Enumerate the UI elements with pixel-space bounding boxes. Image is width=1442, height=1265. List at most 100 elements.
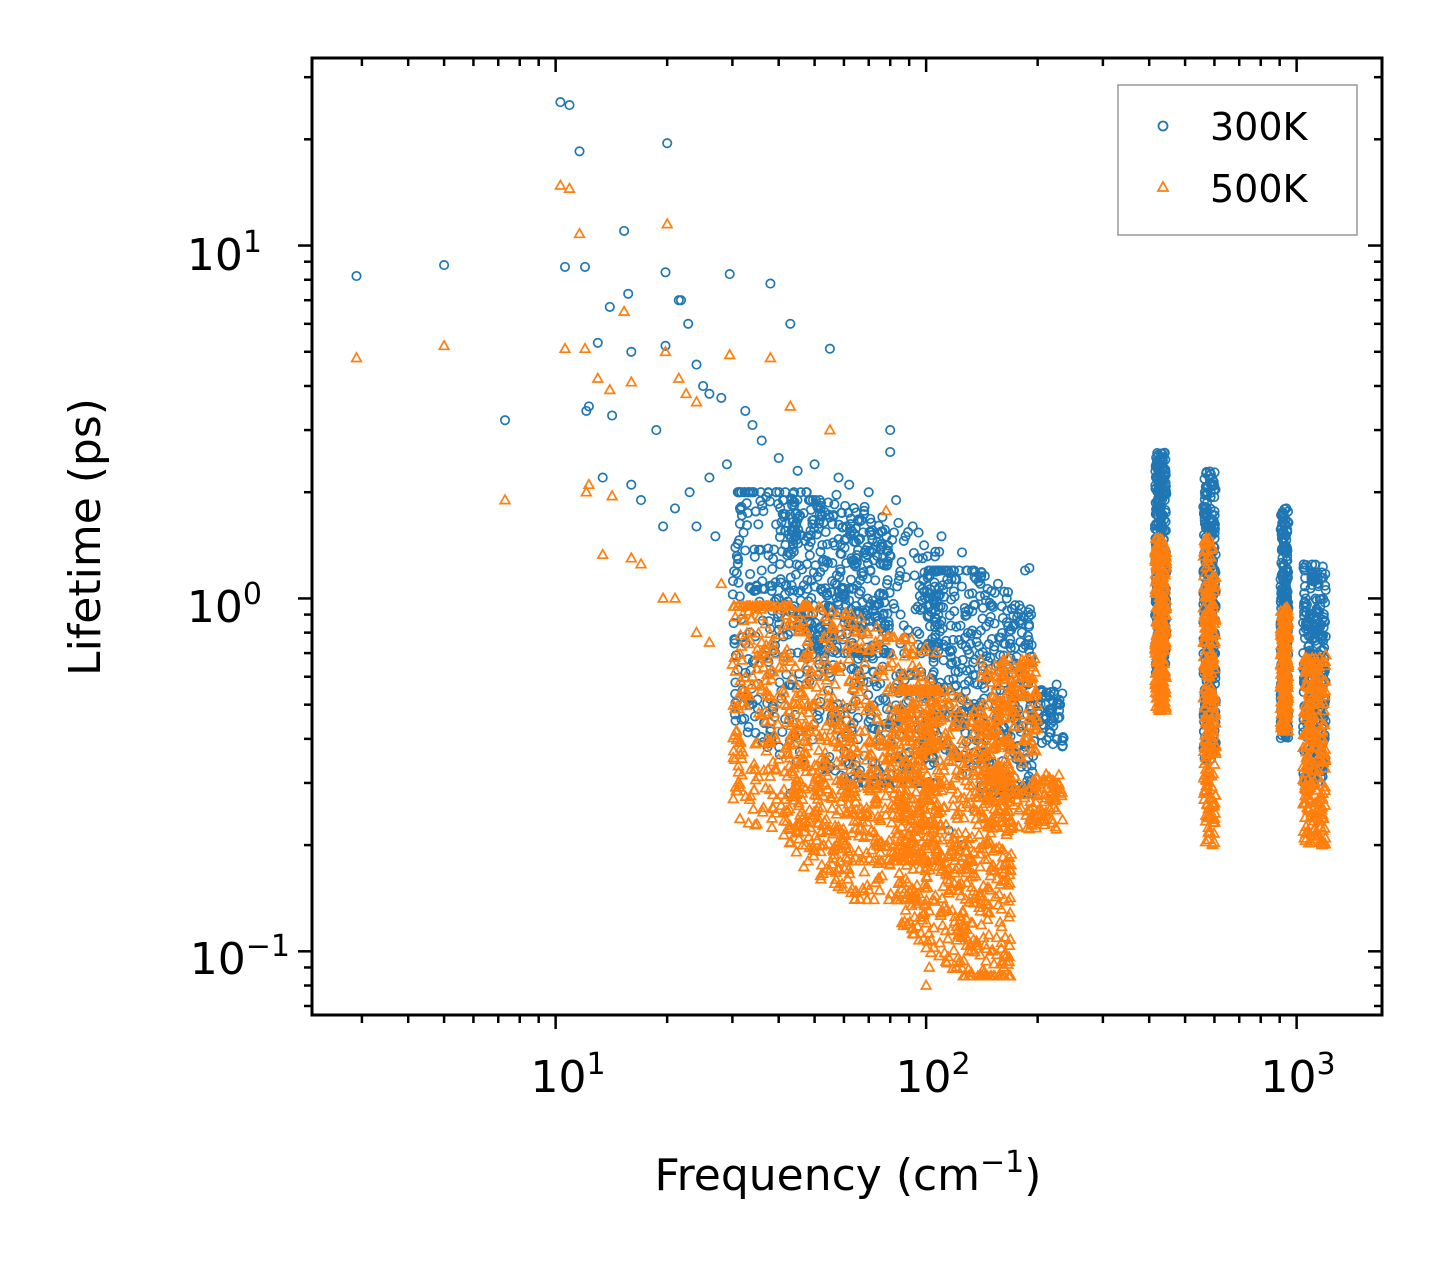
data-point-500K: [982, 906, 996, 918]
data-point-500K: [739, 687, 752, 699]
data-point-500K: [986, 858, 1000, 870]
data-point-500K: [926, 832, 940, 844]
data-point-500K: [890, 676, 903, 688]
data-point-500K: [916, 744, 929, 756]
data-point-500K: [777, 661, 790, 673]
data-point-500K: [937, 800, 950, 813]
data-point-300K: [839, 542, 850, 553]
data-point-500K: [890, 810, 904, 822]
data-point-500K: [785, 612, 798, 624]
data-point-500K: [896, 747, 910, 759]
data-point-300K: [817, 539, 828, 551]
data-point-300K: [863, 487, 874, 498]
data-point-500K: [824, 697, 837, 710]
data-point-500K: [912, 684, 926, 696]
data-point-500K: [967, 933, 980, 945]
data-point-300K: [765, 278, 776, 289]
data-point-500K: [847, 814, 861, 826]
data-point-500K: [994, 738, 1008, 750]
data-point-300K: [1207, 514, 1218, 525]
data-point-500K: [986, 688, 999, 701]
data-point-500K: [778, 697, 791, 709]
data-point-500K: [912, 933, 926, 945]
data-point-300K: [992, 578, 1004, 589]
data-point-300K: [867, 595, 878, 606]
data-point-500K: [797, 614, 810, 626]
data-point-300K: [785, 318, 796, 329]
data-point-500K: [1026, 774, 1040, 786]
data-point-500K: [1050, 803, 1063, 815]
data-point-500K: [926, 893, 939, 905]
data-point-500K: [902, 884, 916, 896]
data-point-500K: [986, 722, 1000, 734]
data-point-500K: [917, 644, 930, 656]
data-point-300K: [743, 487, 754, 498]
data-point-300K: [881, 578, 893, 590]
data-point-500K: [981, 912, 994, 925]
data-point-500K: [792, 799, 806, 811]
data-point-500K: [1152, 678, 1165, 690]
data-point-500K: [1002, 701, 1015, 713]
data-point-500K: [1016, 757, 1030, 769]
data-point-500K: [818, 765, 832, 777]
data-point-500K: [871, 856, 885, 868]
data-point-300K: [945, 620, 956, 631]
data-point-500K: [770, 792, 784, 804]
data-point-500K: [1159, 701, 1172, 713]
data-point-500K: [977, 711, 991, 723]
data-point-500K: [819, 778, 833, 790]
data-point-300K: [781, 579, 792, 590]
data-point-500K: [869, 875, 882, 887]
data-point-300K: [1157, 452, 1168, 463]
data-point-500K: [818, 651, 831, 663]
data-point-500K: [783, 751, 796, 763]
data-point-500K: [789, 785, 802, 797]
data-point-500K: [935, 859, 948, 871]
data-point-500K: [782, 747, 796, 759]
data-point-300K: [910, 604, 921, 615]
data-point-300K: [805, 525, 816, 536]
data-point-500K: [869, 669, 882, 682]
data-point-500K: [992, 694, 1006, 706]
data-point-300K: [919, 540, 930, 551]
data-point-500K: [951, 804, 965, 817]
data-point-500K: [1023, 782, 1036, 794]
data-point-500K: [948, 866, 962, 878]
data-point-300K: [961, 665, 972, 676]
data-point-300K: [741, 520, 753, 531]
data-point-500K: [854, 666, 867, 678]
data-point-300K: [823, 509, 834, 520]
data-point-500K: [1004, 969, 1017, 981]
data-point-500K: [952, 843, 966, 855]
data-point-500K: [760, 744, 773, 756]
data-point-300K: [985, 652, 996, 663]
data-point-500K: [974, 904, 987, 916]
data-point-500K: [812, 665, 825, 677]
data-point-500K: [1008, 705, 1022, 717]
data-point-500K: [988, 802, 1001, 814]
data-point-500K: [798, 814, 812, 826]
data-point-500K: [877, 669, 890, 681]
data-point-500K: [1030, 710, 1043, 722]
data-point-500K: [927, 921, 941, 933]
data-point-300K: [775, 559, 786, 570]
data-point-500K: [1021, 804, 1034, 816]
data-point-500K: [1023, 803, 1037, 815]
data-point-500K: [800, 735, 814, 747]
data-point-300K: [1046, 705, 1057, 716]
data-point-500K: [929, 803, 942, 815]
data-point-500K: [933, 936, 947, 948]
data-point-500K: [836, 697, 850, 710]
data-point-500K: [759, 781, 772, 793]
data-point-500K: [800, 724, 813, 736]
data-point-300K: [930, 632, 941, 643]
data-point-500K: [852, 829, 866, 841]
data-point-500K: [941, 932, 955, 944]
data-point-500K: [1025, 713, 1039, 725]
data-point-300K: [948, 586, 959, 597]
data-point-500K: [844, 607, 858, 619]
data-point-300K: [775, 525, 786, 536]
data-point-500K: [735, 639, 748, 651]
data-point-300K: [913, 527, 924, 538]
data-point-500K: [870, 712, 883, 724]
